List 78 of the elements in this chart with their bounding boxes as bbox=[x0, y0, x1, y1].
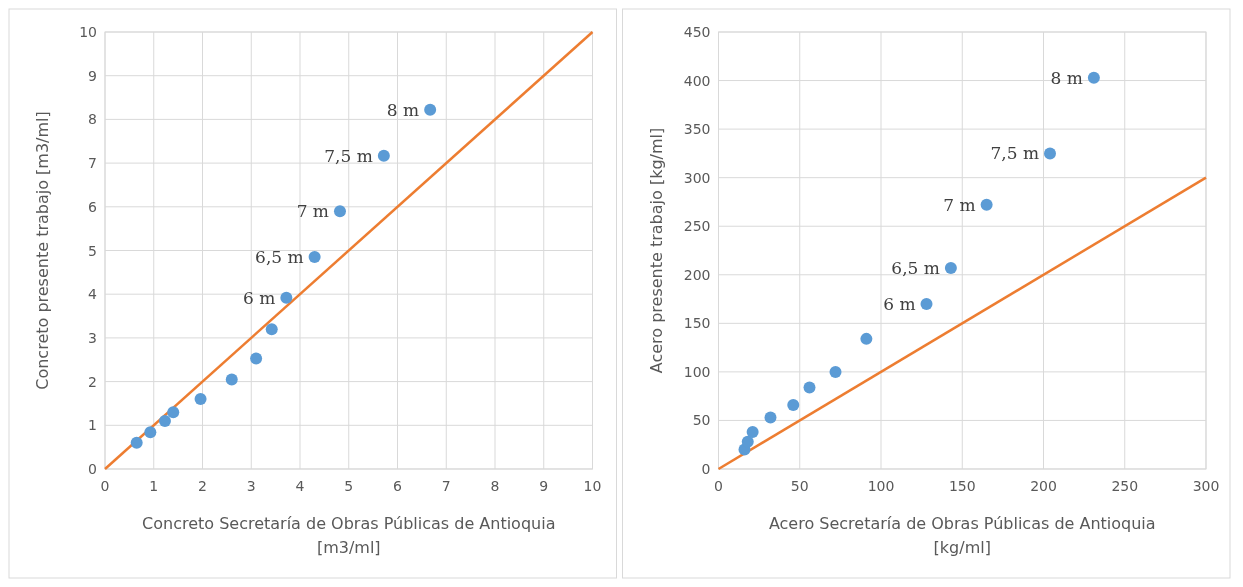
x-tick-label: 4 bbox=[295, 478, 305, 494]
point bbox=[787, 398, 800, 411]
point bbox=[944, 261, 957, 274]
annotation: 6 m bbox=[243, 287, 276, 308]
y-tick-label: 2 bbox=[88, 373, 97, 390]
point bbox=[144, 426, 157, 439]
point bbox=[377, 149, 390, 162]
point bbox=[764, 411, 777, 424]
y-tick-label: 8 bbox=[88, 111, 97, 128]
y-tick-label: 50 bbox=[692, 412, 711, 429]
y-tick-label: 7 bbox=[88, 155, 97, 172]
point bbox=[158, 414, 171, 427]
point bbox=[265, 323, 278, 336]
x-tick-label: 10 bbox=[583, 478, 602, 494]
annotation: 6,5 m bbox=[891, 257, 940, 278]
x-tick-label: 6 bbox=[393, 478, 403, 494]
point bbox=[308, 251, 321, 264]
y-tick-label: 200 bbox=[683, 266, 711, 283]
x-tick-label: 50 bbox=[790, 478, 809, 494]
point bbox=[167, 406, 180, 419]
x-tick-label: 5 bbox=[344, 478, 354, 494]
x-tick-label: 1 bbox=[149, 478, 159, 494]
y-tick-label: 10 bbox=[79, 24, 97, 40]
point bbox=[1044, 147, 1056, 160]
y-tick-label: 150 bbox=[683, 315, 711, 332]
y-tick-label: 300 bbox=[683, 169, 711, 186]
annotation: 7 m bbox=[296, 201, 329, 222]
y-tick-label: 400 bbox=[683, 72, 711, 89]
x-tick-label: 7 bbox=[441, 478, 451, 494]
point bbox=[746, 426, 759, 439]
x-tick-label: 0 bbox=[100, 478, 110, 494]
y-tick-label: 100 bbox=[683, 363, 711, 380]
annotation: 7 m bbox=[943, 194, 976, 215]
annotation: 6,5 m bbox=[255, 247, 304, 268]
x-tick-label: 2 bbox=[198, 478, 207, 494]
y-tick-label: 0 bbox=[701, 461, 711, 477]
y-tick-label: 5 bbox=[88, 242, 97, 259]
point bbox=[250, 352, 263, 365]
x-tick-label: 8 bbox=[490, 478, 500, 494]
annotation: 7,5 m bbox=[324, 145, 373, 166]
y-tick-label: 0 bbox=[88, 461, 97, 477]
point bbox=[194, 393, 207, 406]
point bbox=[860, 332, 873, 345]
x-tick-label: 100 bbox=[867, 478, 895, 494]
point bbox=[803, 381, 816, 394]
point bbox=[741, 435, 754, 448]
point bbox=[280, 291, 293, 304]
x-tick-label: 250 bbox=[1111, 478, 1139, 494]
point bbox=[333, 205, 346, 218]
x-tick-label: 9 bbox=[539, 478, 549, 494]
annotation: 6 m bbox=[883, 293, 916, 314]
x-axis-title: Concreto Secretaría de Obras Públicas de Antioquia [m3/ml] bbox=[142, 514, 556, 557]
annotation: 7,5 m bbox=[990, 143, 1039, 164]
y-tick-label: 450 bbox=[683, 24, 711, 40]
y-tick-label: 6 bbox=[88, 198, 98, 215]
x-tick-label: 200 bbox=[1030, 478, 1057, 494]
x-tick-label: 3 bbox=[246, 478, 256, 494]
x-tick-label: 150 bbox=[948, 478, 976, 494]
y-tick-label: 350 bbox=[683, 121, 711, 138]
point bbox=[920, 297, 933, 310]
point bbox=[130, 436, 143, 449]
point bbox=[829, 365, 842, 378]
x-axis-title: Acero Secretaría de Obras Públicas de Antioquia [kg/ml] bbox=[768, 514, 1156, 557]
x-tick-label: 300 bbox=[1192, 478, 1220, 494]
y-axis-title: Acero presente trabajo [kg/ml] bbox=[646, 127, 666, 374]
point bbox=[980, 198, 993, 211]
y-tick-label: 250 bbox=[683, 218, 711, 235]
point bbox=[225, 373, 238, 386]
y-tick-label: 3 bbox=[88, 329, 97, 346]
point bbox=[1087, 71, 1100, 84]
annotation: 8 m bbox=[1050, 67, 1083, 88]
y-tick-label: 4 bbox=[88, 286, 98, 303]
y-tick-label: 9 bbox=[88, 67, 97, 84]
point bbox=[424, 103, 437, 116]
x-tick-label: 0 bbox=[714, 478, 723, 494]
annotation: 8 m bbox=[386, 99, 420, 120]
y-axis-title: Concreto presente trabajo [m3/ml] bbox=[33, 111, 52, 390]
y-tick-label: 1 bbox=[88, 417, 97, 434]
